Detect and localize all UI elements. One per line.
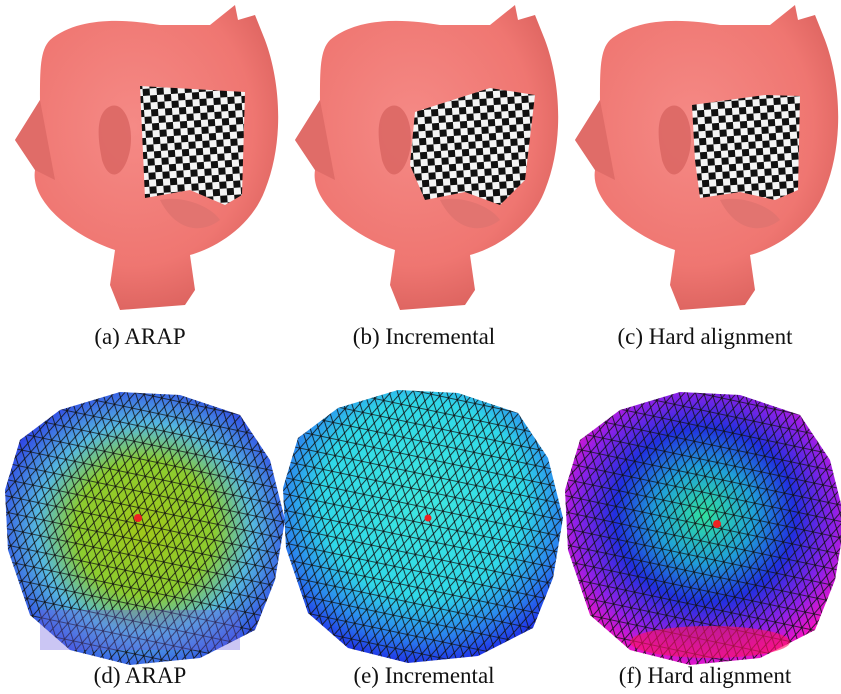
caption: (e) Incremental [353,663,494,688]
page: (a) ARAP (b) Incremental (c) Hard alignm… [0,0,841,694]
caption: (a) ARAP [94,324,185,349]
caption: (f) Hard alignment [619,663,792,688]
panel-e-image [283,390,563,663]
panel-a-image [15,5,278,310]
panel-c-image [575,5,838,310]
figure: (a) ARAP (b) Incremental (c) Hard alignm… [0,0,841,694]
caption: (c) Hard alignment [618,324,794,349]
caption: (d) ARAP [94,663,187,688]
panel-d-image [5,392,285,665]
panel-b-image [295,5,558,310]
panel-f-image [565,392,841,665]
caption: (b) Incremental [353,324,495,349]
